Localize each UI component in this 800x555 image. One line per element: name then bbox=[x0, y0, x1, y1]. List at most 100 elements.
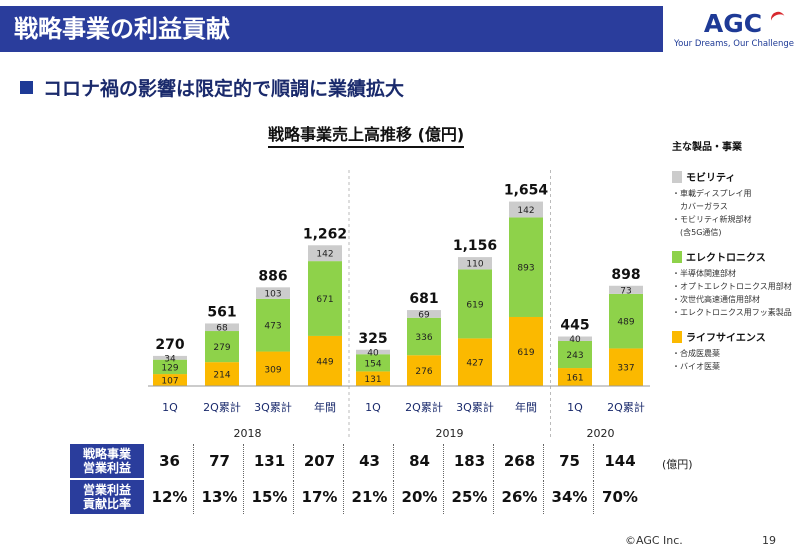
ratio-cell: 26% bbox=[496, 480, 544, 514]
bar-segment-electronics bbox=[205, 331, 239, 363]
bar-segment-mobility bbox=[407, 310, 441, 318]
bar-segment-mobility bbox=[153, 355, 187, 360]
bar-value-label: 69 bbox=[418, 310, 430, 320]
bar-value-label: 309 bbox=[264, 365, 281, 375]
legend-item: カバーガラス bbox=[672, 202, 728, 211]
bar-value-label: 619 bbox=[517, 348, 534, 358]
bar-segment-lifescience bbox=[256, 351, 290, 386]
profit-cell: 36 bbox=[146, 444, 194, 478]
bar-value-label: 142 bbox=[517, 206, 534, 216]
legend-item: (含5G通信) bbox=[672, 228, 722, 237]
ratio-cell: 34% bbox=[546, 480, 594, 514]
profit-cell: 43 bbox=[346, 444, 394, 478]
bar-segment-electronics bbox=[407, 317, 441, 356]
agc-logo: AGC Your Dreams, Our Challenge bbox=[674, 9, 795, 56]
ratio-cell: 13% bbox=[196, 480, 244, 514]
ratio-row-header: 営業利益 貢献比率 bbox=[70, 480, 144, 514]
bar-value-label: 34 bbox=[164, 354, 176, 364]
bar-value-label: 129 bbox=[161, 363, 178, 373]
profit-cell: 84 bbox=[396, 444, 444, 478]
swatch-electronics bbox=[672, 250, 682, 263]
bar-segment-mobility bbox=[609, 285, 643, 294]
bar-total-label: 1,156 bbox=[453, 238, 497, 254]
header: 戦略事業の利益貢献 AGC Your Dreams, Our Challenge bbox=[0, 0, 800, 62]
bar-value-label: 893 bbox=[517, 264, 534, 274]
bar-segment-electronics bbox=[558, 340, 592, 369]
logo-tagline: Your Dreams, Our Challenge bbox=[674, 39, 795, 49]
bar-segment-mobility bbox=[509, 201, 543, 218]
bar-total-label: 561 bbox=[207, 304, 236, 320]
bar-value-label: 103 bbox=[264, 290, 281, 300]
bar-value-label: 40 bbox=[367, 348, 379, 358]
profit-cell: 77 bbox=[196, 444, 244, 478]
bar-value-label: 337 bbox=[617, 364, 634, 374]
profit-cell: 183 bbox=[446, 444, 494, 478]
year-label: 2018 bbox=[234, 427, 262, 440]
bar-total-label: 270 bbox=[155, 337, 184, 353]
legend-item: ・車載ディスプレイ用 bbox=[672, 189, 752, 198]
legend-heading: 主な製品・事業 bbox=[672, 142, 742, 153]
unit-label: (億円) bbox=[662, 458, 693, 471]
bar-value-label: 73 bbox=[620, 286, 631, 296]
bar-segment-mobility bbox=[256, 287, 290, 299]
legend-item: ・オプトエレクトロニクス用部材 bbox=[672, 282, 792, 291]
category-label: 1Q bbox=[567, 401, 583, 414]
ratio-cell: 15% bbox=[246, 480, 294, 514]
bar-value-label: 427 bbox=[466, 359, 483, 369]
bar-value-label: 619 bbox=[466, 300, 483, 310]
bar-segment-electronics bbox=[509, 217, 543, 317]
bar-segment-lifescience bbox=[458, 338, 492, 386]
bar-value-label: 243 bbox=[566, 351, 583, 361]
year-label: 2019 bbox=[436, 427, 464, 440]
bar-value-label: 276 bbox=[415, 367, 432, 377]
bar-value-label: 336 bbox=[415, 333, 432, 343]
bar-segment-mobility bbox=[558, 336, 592, 341]
ratio-cell: 21% bbox=[346, 480, 394, 514]
bar-total-label: 1,262 bbox=[303, 226, 347, 242]
bar-segment-lifescience bbox=[205, 362, 239, 386]
logo-text: AGC bbox=[703, 9, 763, 38]
bar-segment-lifescience bbox=[153, 374, 187, 386]
ratio-row: 営業利益 貢献比率 12% 13% 15% 17% 21% 20% 25% 26%… bbox=[70, 480, 644, 514]
category-label: 3Q累計 bbox=[456, 400, 494, 414]
copyright: ©AGC Inc. bbox=[625, 534, 683, 547]
legend-group-electronics: エレクトロニクス ・半導体関連部材 ・オプトエレクトロニクス用部材 ・次世代高速… bbox=[672, 249, 800, 319]
bar-total-label: 445 bbox=[560, 317, 589, 333]
legend: 主な製品・事業 モビリティ ・車載ディスプレイ用 カバーガラス ・モビリティ新規… bbox=[672, 138, 800, 383]
bar-segment-mobility bbox=[205, 323, 239, 332]
bar-segment-lifescience bbox=[509, 316, 543, 386]
bar-total-label: 898 bbox=[611, 267, 640, 283]
bar-segment-lifescience bbox=[609, 348, 643, 386]
bar-segment-lifescience bbox=[356, 371, 390, 386]
bar-value-label: 107 bbox=[161, 377, 178, 387]
bar-segment-electronics bbox=[356, 354, 390, 372]
subtitle-text: コロナ禍の影響は限定的で順調に業績拡大 bbox=[43, 77, 405, 100]
profit-table: 戦略事業 営業利益 36 77 131 207 43 84 183 268 75 … bbox=[68, 442, 646, 516]
bar-total-label: 325 bbox=[358, 331, 387, 347]
legend-label-lifescience: ライフサイエンス bbox=[686, 333, 766, 344]
legend-item: ・合成医農薬 bbox=[672, 349, 720, 358]
legend-item: ・半導体関連部材 bbox=[672, 269, 736, 278]
row-header-line: 営業利益 bbox=[82, 483, 131, 497]
bar-value-label: 142 bbox=[316, 250, 333, 260]
bar-value-label: 214 bbox=[213, 371, 230, 381]
bar-segment-electronics bbox=[308, 261, 342, 336]
bar-segment-mobility bbox=[458, 257, 492, 270]
ratio-cell: 17% bbox=[296, 480, 344, 514]
bar-segment-mobility bbox=[356, 349, 390, 355]
profit-row: 戦略事業 営業利益 36 77 131 207 43 84 183 268 75 … bbox=[70, 444, 644, 478]
bar-total-label: 886 bbox=[258, 268, 287, 284]
ratio-cell: 70% bbox=[602, 488, 638, 506]
legend-item: ・モビリティ新規部材 bbox=[672, 215, 752, 224]
page-title: 戦略事業の利益貢献 bbox=[14, 15, 230, 43]
bar-value-label: 279 bbox=[213, 343, 230, 353]
year-label: 2020 bbox=[587, 427, 615, 440]
bar-segment-electronics bbox=[458, 269, 492, 339]
category-label: 2Q累計 bbox=[405, 400, 443, 414]
category-label: 1Q bbox=[162, 401, 178, 414]
profit-row-header: 戦略事業 営業利益 bbox=[70, 444, 144, 478]
ratio-cell: 12% bbox=[146, 480, 194, 514]
category-label: 3Q累計 bbox=[254, 400, 292, 414]
legend-item: ・バイオ医薬 bbox=[672, 362, 720, 371]
